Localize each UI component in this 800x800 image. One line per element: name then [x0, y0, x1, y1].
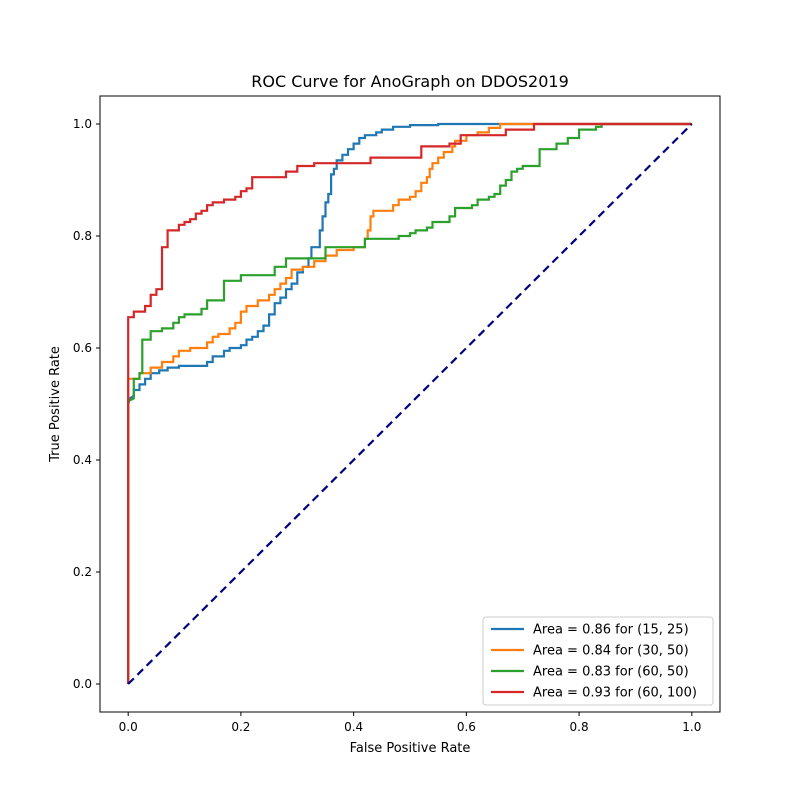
legend-items: Area = 0.86 for (15, 25) Area = 0.84 for … — [491, 623, 697, 701]
y-tick-label: 1.0 — [73, 117, 92, 131]
legend-label: Area = 0.86 for (15, 25) — [533, 623, 689, 638]
legend-label: Area = 0.93 for (60, 100) — [533, 686, 697, 701]
y-axis-label: True Positive Rate — [48, 346, 63, 463]
x-axis-label: False Positive Rate — [350, 741, 471, 756]
diagonal-reference-line — [127, 123, 693, 685]
roc-series-4 — [127, 122, 692, 684]
legend: Area = 0.86 for (15, 25) Area = 0.84 for … — [482, 616, 714, 706]
chart-title: ROC Curve for AnoGraph on DDOS2019 — [251, 72, 569, 91]
x-tick-label: 0.4 — [344, 720, 363, 734]
y-tick-label: 0.6 — [73, 341, 92, 355]
plot-frame — [99, 95, 721, 713]
y-axis-ticks: 0.0 0.2 0.4 0.6 0.8 1.0 — [73, 117, 100, 691]
roc-series-1 — [127, 122, 692, 684]
roc-curves — [127, 122, 693, 685]
x-tick-label: 0.6 — [457, 720, 476, 734]
x-tick-label: 0.2 — [231, 720, 250, 734]
x-tick-label: 1.0 — [682, 720, 701, 734]
y-tick-label: 0.0 — [73, 677, 92, 691]
y-tick-label: 0.4 — [73, 453, 92, 467]
legend-label: Area = 0.83 for (60, 50) — [533, 665, 689, 680]
x-tick-label: 0.0 — [119, 720, 138, 734]
plot-area — [99, 95, 721, 713]
y-tick-label: 0.8 — [73, 229, 92, 243]
roc-series-3 — [127, 122, 692, 684]
y-tick-label: 0.2 — [73, 565, 92, 579]
x-tick-label: 0.8 — [570, 720, 589, 734]
legend-label: Area = 0.84 for (30, 50) — [533, 644, 689, 659]
x-axis-ticks: 0.0 0.2 0.4 0.6 0.8 1.0 — [119, 712, 701, 734]
legend-box — [482, 616, 714, 706]
